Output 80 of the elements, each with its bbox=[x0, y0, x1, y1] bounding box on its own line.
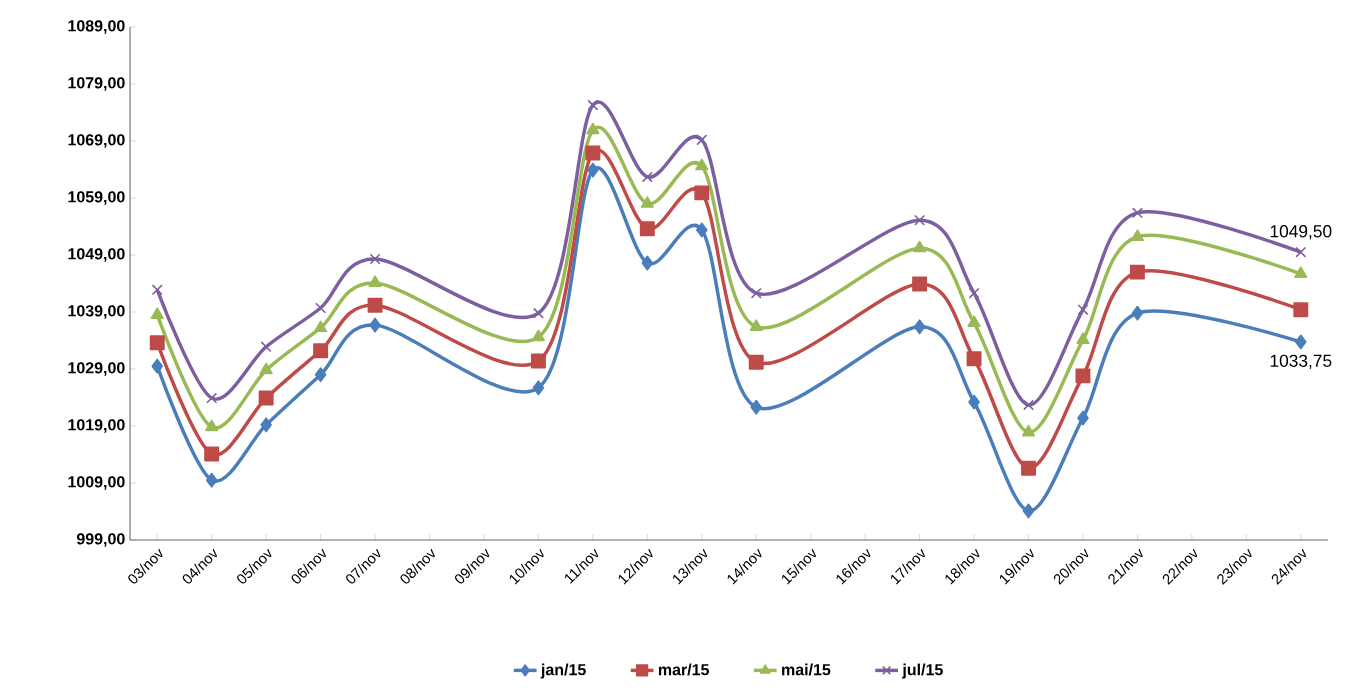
point bbox=[586, 122, 600, 135]
point bbox=[314, 320, 328, 333]
point bbox=[151, 284, 163, 296]
point bbox=[1294, 266, 1308, 278]
point bbox=[1022, 503, 1035, 519]
point bbox=[531, 329, 545, 342]
point bbox=[205, 419, 219, 432]
point bbox=[314, 367, 327, 383]
point bbox=[313, 343, 329, 359]
point bbox=[750, 287, 762, 299]
point bbox=[1131, 305, 1144, 321]
point bbox=[694, 185, 710, 201]
point bbox=[258, 390, 274, 406]
data-label: 1049,50 bbox=[1270, 225, 1332, 240]
legend-label: mai/15 bbox=[782, 663, 831, 676]
point bbox=[640, 196, 654, 208]
point bbox=[695, 222, 708, 238]
point bbox=[1021, 460, 1036, 476]
point bbox=[913, 240, 927, 253]
point bbox=[368, 275, 382, 288]
point bbox=[369, 253, 381, 265]
point bbox=[1293, 302, 1309, 318]
point bbox=[1076, 332, 1090, 345]
legend-label: jul/15 bbox=[902, 663, 943, 679]
point bbox=[1077, 304, 1089, 316]
y-tick-label: 999,00 bbox=[76, 533, 125, 547]
point bbox=[315, 302, 327, 314]
point bbox=[914, 214, 926, 226]
point bbox=[1129, 264, 1145, 280]
y-tick-label: 1019,00 bbox=[68, 419, 125, 433]
point bbox=[532, 307, 544, 319]
point bbox=[639, 221, 655, 237]
point bbox=[968, 287, 980, 299]
point bbox=[1131, 207, 1143, 219]
point bbox=[695, 158, 709, 171]
point bbox=[1077, 410, 1089, 426]
legend-label: mar/15 bbox=[658, 663, 709, 676]
point bbox=[530, 353, 546, 369]
point bbox=[1295, 246, 1307, 258]
data-label: 1033,75 bbox=[1270, 354, 1332, 369]
point bbox=[1130, 229, 1144, 241]
point bbox=[587, 162, 599, 178]
point bbox=[1021, 424, 1036, 437]
point bbox=[1023, 399, 1035, 411]
point bbox=[749, 319, 763, 331]
point bbox=[968, 394, 980, 410]
point bbox=[260, 417, 272, 433]
y-tick-label: 1089,00 bbox=[68, 20, 125, 34]
point bbox=[151, 358, 164, 374]
y-tick-label: 1079,00 bbox=[68, 77, 125, 91]
point bbox=[260, 341, 272, 353]
y-tick-label: 1069,00 bbox=[68, 134, 125, 148]
point bbox=[367, 297, 383, 313]
point bbox=[641, 171, 653, 183]
y-tick-label: 1039,00 bbox=[68, 305, 125, 319]
point bbox=[206, 392, 218, 404]
point bbox=[966, 351, 982, 367]
y-tick-label: 1009,00 bbox=[68, 476, 125, 490]
point bbox=[696, 134, 708, 146]
point bbox=[748, 354, 764, 370]
point bbox=[532, 380, 545, 396]
legend-label: jan/15 bbox=[540, 663, 586, 679]
point bbox=[912, 276, 928, 292]
y-tick-label: 1059,00 bbox=[68, 191, 125, 205]
point bbox=[149, 335, 165, 351]
point bbox=[587, 99, 599, 111]
y-tick-label: 1029,00 bbox=[68, 362, 125, 376]
point bbox=[150, 307, 164, 319]
point bbox=[913, 319, 926, 335]
point bbox=[369, 317, 381, 333]
point bbox=[259, 362, 273, 375]
point bbox=[204, 446, 220, 462]
point bbox=[641, 255, 654, 271]
point bbox=[750, 399, 763, 415]
y-tick-label: 1049,00 bbox=[68, 248, 125, 262]
point bbox=[585, 145, 601, 161]
point bbox=[1294, 334, 1307, 350]
point bbox=[967, 315, 981, 327]
point bbox=[205, 472, 218, 488]
point bbox=[1075, 368, 1091, 384]
